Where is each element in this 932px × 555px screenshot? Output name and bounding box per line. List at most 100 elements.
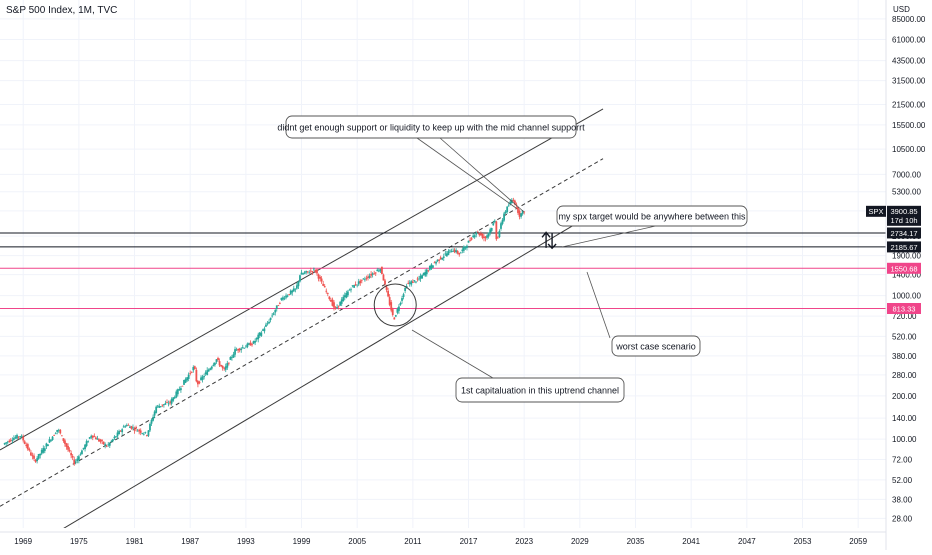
candle-body: [138, 429, 141, 432]
candle-body: [111, 439, 114, 442]
candle-body: [501, 219, 504, 224]
annotation-support[interactable]: didnt get enough support or liquidity to…: [277, 115, 585, 139]
candle-body: [343, 295, 346, 298]
candle-body: [265, 324, 267, 327]
level-price-label: 1550.68: [890, 264, 917, 273]
annotation-capitulation-text: 1st capitaluation in this uptrend channe…: [461, 386, 619, 396]
candle-body: [379, 269, 382, 272]
candle-body: [428, 265, 431, 270]
candle-body: [275, 305, 278, 309]
candle-body: [331, 299, 334, 306]
candle-body: [387, 290, 390, 297]
candle-body: [118, 430, 120, 435]
time-tick-label: 1987: [181, 537, 199, 546]
candle-body: [139, 430, 142, 433]
candle-body: [201, 376, 204, 380]
candle-body: [51, 436, 54, 440]
capitulation-circle[interactable]: [373, 283, 417, 327]
annotation-worst-text: worst case scenario: [615, 342, 696, 352]
candle-body: [190, 371, 193, 373]
candle-body: [326, 293, 329, 294]
candle-body: [455, 250, 458, 253]
candle-body: [204, 372, 207, 375]
candle-body: [113, 436, 116, 439]
channel-upper-line[interactable]: [0, 108, 604, 451]
price-tick-label: 52.00: [892, 476, 913, 485]
candle-body: [489, 229, 492, 233]
price-tick-label: 21500.00: [892, 100, 926, 109]
candle-body: [158, 405, 161, 408]
candle-body: [218, 361, 221, 366]
candle-body: [496, 237, 499, 239]
price-tick-label: 200.00: [892, 392, 917, 401]
annotation-target-box[interactable]: [556, 205, 748, 227]
candle-body: [215, 359, 218, 362]
candle-body: [142, 433, 145, 435]
candle-body: [339, 301, 342, 306]
candle-body: [33, 455, 35, 459]
candle-body: [81, 450, 83, 455]
price-tick-label: 43500.00: [892, 57, 926, 66]
candle-body: [28, 448, 31, 451]
channel-lower-line[interactable]: [0, 207, 604, 550]
candle-body: [382, 274, 385, 281]
candle-body: [312, 268, 315, 270]
candle-body: [517, 207, 519, 213]
candle-body: [243, 347, 246, 349]
candle-body: [322, 283, 325, 286]
candle-body: [221, 365, 224, 369]
candle-body: [206, 370, 209, 376]
candle-body: [25, 444, 28, 447]
candle-body: [127, 424, 130, 426]
annotation-worst[interactable]: worst case scenario: [611, 335, 701, 357]
candle-body: [444, 253, 447, 255]
candle-body: [521, 210, 524, 214]
candle-body: [391, 309, 394, 316]
candle-body: [42, 448, 45, 453]
price-tick-label: 520.00: [892, 332, 917, 341]
candle-body: [404, 288, 407, 291]
candle-body: [176, 389, 179, 395]
target-arrows[interactable]: [541, 231, 557, 250]
candle-body: [249, 342, 252, 346]
candle-body: [299, 275, 301, 282]
candle-body: [316, 269, 318, 274]
candle-body: [269, 317, 272, 320]
candle-body: [136, 430, 139, 432]
candle-body: [473, 235, 476, 238]
candle-body: [210, 366, 213, 369]
time-axis[interactable]: 1969 1975 1981 1987 1993 1999 2005 2011 2017 2023…: [0, 531, 886, 546]
candle-body: [85, 441, 88, 447]
candle-body: [130, 426, 133, 429]
plot-area: [0, 108, 886, 550]
candle-body: [175, 391, 178, 398]
currency-label: USD: [893, 5, 910, 14]
candle-body: [445, 253, 448, 257]
candle-body: [459, 252, 462, 254]
candle-body: [357, 281, 360, 285]
annotation-worst-box[interactable]: [611, 335, 701, 357]
candle-body: [50, 440, 52, 441]
price-tick-label: 140.00: [892, 414, 917, 423]
candle-body: [450, 251, 453, 253]
annotation-target[interactable]: my spx target would be anywhere between …: [556, 205, 748, 227]
candle-body: [187, 374, 190, 379]
annotation-capitulation-box[interactable]: [455, 377, 625, 403]
annotation-support-box[interactable]: [285, 115, 577, 139]
price-tick-label: 100.00: [892, 435, 917, 444]
candle-body: [506, 206, 509, 212]
candle-body: [500, 223, 502, 229]
annotation-target-text: my spx target would be anywhere between …: [558, 212, 746, 222]
candle-body: [254, 340, 257, 343]
candle-body: [294, 288, 297, 290]
candle-body: [98, 439, 100, 442]
candle-body: [53, 435, 56, 436]
candle-body: [99, 439, 102, 442]
candle-body: [514, 200, 516, 205]
candle-body: [133, 429, 136, 431]
candle-body: [30, 452, 32, 456]
annotation-capitulation[interactable]: 1st capitaluation in this uptrend channe…: [455, 377, 625, 403]
